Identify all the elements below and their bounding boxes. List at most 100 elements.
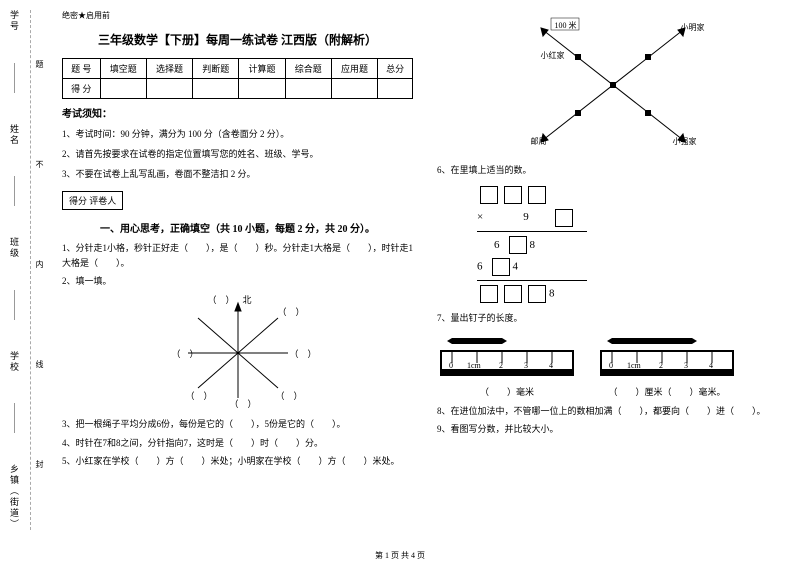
page-footer: 第 1 页 共 4 页 xyxy=(0,550,800,561)
exam-title: 三年级数学【下册】每周一练试卷 江西版（附解析） xyxy=(62,31,413,48)
digit: 6 xyxy=(494,239,506,251)
dash-text: 内 xyxy=(34,260,45,268)
svg-text:2: 2 xyxy=(659,361,663,370)
digit-box xyxy=(504,285,522,303)
rule-line xyxy=(477,231,587,232)
compass-blank: （ ） xyxy=(186,389,213,402)
th: 计算题 xyxy=(239,59,285,79)
rulers: 0 1cm 2 3 4 （ ）毫米 0 1cm 2 3 4 （ ）厘米（ ）毫米。 xyxy=(437,333,788,398)
svg-text:1cm: 1cm xyxy=(627,361,642,370)
notice-item: 2、请首先按要求在试卷的指定位置填写您的姓名、班级、学号。 xyxy=(62,146,413,162)
x-label: 小明家 xyxy=(681,22,705,33)
compass-diagram: 北 （ ） （ ） （ ） （ ） （ ） （ ） （ ） xyxy=(168,293,308,413)
ruler-1: 0 1cm 2 3 4 xyxy=(437,333,577,383)
part-title: 一、用心思考，正确填空（共 10 小题，每题 2 分，共 20 分）。 xyxy=(62,220,413,235)
td xyxy=(193,79,239,99)
bind-label: 班级 xyxy=(8,237,21,259)
digit: 4 xyxy=(513,261,525,273)
dash-line xyxy=(30,10,31,530)
compass-blank: （ ） xyxy=(230,397,257,410)
bind-line xyxy=(14,403,15,433)
question: 6、在里填上适当的数。 xyxy=(437,163,788,178)
svg-text:1cm: 1cm xyxy=(467,361,482,370)
secret-label: 绝密★启用前 xyxy=(62,10,413,21)
bind-label: 学号 xyxy=(8,10,21,32)
dash-text: 封 xyxy=(34,460,45,468)
th: 题 号 xyxy=(63,59,101,79)
bind-line xyxy=(14,63,15,93)
notice-title: 考试须知： xyxy=(62,105,413,120)
svg-text:3: 3 xyxy=(524,361,528,370)
td: 得 分 xyxy=(63,79,101,99)
svg-text:4: 4 xyxy=(709,361,713,370)
question: 1、分针走1小格，秒针正好走（ ），是（ ）秒。分针走1大格是（ ），时针走1大… xyxy=(62,241,413,272)
rule-line xyxy=(477,280,587,281)
question: 8、在进位加法中，不管哪一位上的数相加满（ ），都要向（ ）进（ ）。 xyxy=(437,404,788,419)
ruler-label: （ ）毫米 xyxy=(437,385,577,398)
digit: 6 xyxy=(477,261,489,273)
svg-text:2: 2 xyxy=(499,361,503,370)
digit-box xyxy=(509,236,527,254)
td xyxy=(378,79,413,99)
svg-text:0: 0 xyxy=(609,361,613,370)
th: 选择题 xyxy=(146,59,192,79)
digit-box xyxy=(480,186,498,204)
compass-blank: （ ） xyxy=(290,347,317,360)
th: 填空题 xyxy=(100,59,146,79)
th: 应用题 xyxy=(331,59,377,79)
score-table: 题 号 填空题 选择题 判断题 计算题 综合题 应用题 总分 得 分 xyxy=(62,58,413,99)
compass-blank: （ ） xyxy=(172,347,199,360)
svg-text:3: 3 xyxy=(684,361,688,370)
left-column: 绝密★启用前 三年级数学【下册】每周一练试卷 江西版（附解析） 题 号 填空题 … xyxy=(50,0,425,540)
bind-label: 学校 xyxy=(8,351,21,373)
bind-label: 乡镇（街道） xyxy=(8,464,21,530)
question: 3、把一根绳子平均分成6份，每份是它的（ ），5份是它的（ ）。 xyxy=(62,417,413,432)
bind-label: 姓名 xyxy=(8,124,21,146)
question: 2、填一填。 xyxy=(62,274,413,289)
td xyxy=(239,79,285,99)
td xyxy=(331,79,377,99)
ruler-label: （ ）厘米（ ）毫米。 xyxy=(597,385,737,398)
question: 4、时针在7和8之间，分针指向7，这时是（ ）时（ ）分。 xyxy=(62,436,413,451)
compass-blank: （ ） xyxy=(208,293,235,306)
bind-line xyxy=(14,176,15,206)
multiplication: × 9 68 64 8 xyxy=(477,186,788,303)
compass-blank: （ ） xyxy=(278,305,305,318)
digit-box xyxy=(504,186,522,204)
th: 总分 xyxy=(378,59,413,79)
digit-box xyxy=(492,258,510,276)
score-box: 得分 评卷人 xyxy=(62,191,123,210)
ruler-2: 0 1cm 2 3 4 xyxy=(597,333,737,383)
compass-blank: （ ） xyxy=(276,389,303,402)
op: × xyxy=(477,211,489,223)
question: 5、小红家在学校（ ）方（ ）米处；小明家在学校（ ）方（ ）米处。 xyxy=(62,454,413,469)
notice-item: 1、考试时间：90 分钟，满分为 100 分（含卷面分 2 分）。 xyxy=(62,126,413,142)
digit-box xyxy=(528,285,546,303)
td xyxy=(285,79,331,99)
th: 综合题 xyxy=(285,59,331,79)
digit: 8 xyxy=(549,288,561,300)
x-diagram: 100 米 小明家 小红家 邮局 小强家 xyxy=(513,10,713,160)
digit: 9 xyxy=(523,211,535,223)
compass-north: 北 xyxy=(243,293,252,306)
notice-item: 3、不要在试卷上乱写乱画，卷面不整洁扣 2 分。 xyxy=(62,166,413,182)
question: 7、量出钉子的长度。 xyxy=(437,311,788,326)
svg-text:0: 0 xyxy=(449,361,453,370)
x-toplabel: 100 米 xyxy=(555,20,577,31)
binding-margin: 学号 姓名 班级 学校 乡镇（街道） 题 不 内 线 封 xyxy=(0,0,50,540)
digit-box xyxy=(555,209,573,227)
x-label: 小红家 xyxy=(541,50,565,61)
question: 9、看图写分数，并比较大小。 xyxy=(437,422,788,437)
digit: 8 xyxy=(530,239,542,251)
dash-text: 线 xyxy=(34,360,45,368)
bind-line xyxy=(14,290,15,320)
x-label: 小强家 xyxy=(673,136,697,147)
dash-text: 不 xyxy=(34,160,45,168)
svg-text:4: 4 xyxy=(549,361,553,370)
td xyxy=(100,79,146,99)
td xyxy=(146,79,192,99)
digit-box xyxy=(480,285,498,303)
dash-text: 题 xyxy=(34,60,45,68)
x-label: 邮局 xyxy=(531,136,547,147)
th: 判断题 xyxy=(193,59,239,79)
